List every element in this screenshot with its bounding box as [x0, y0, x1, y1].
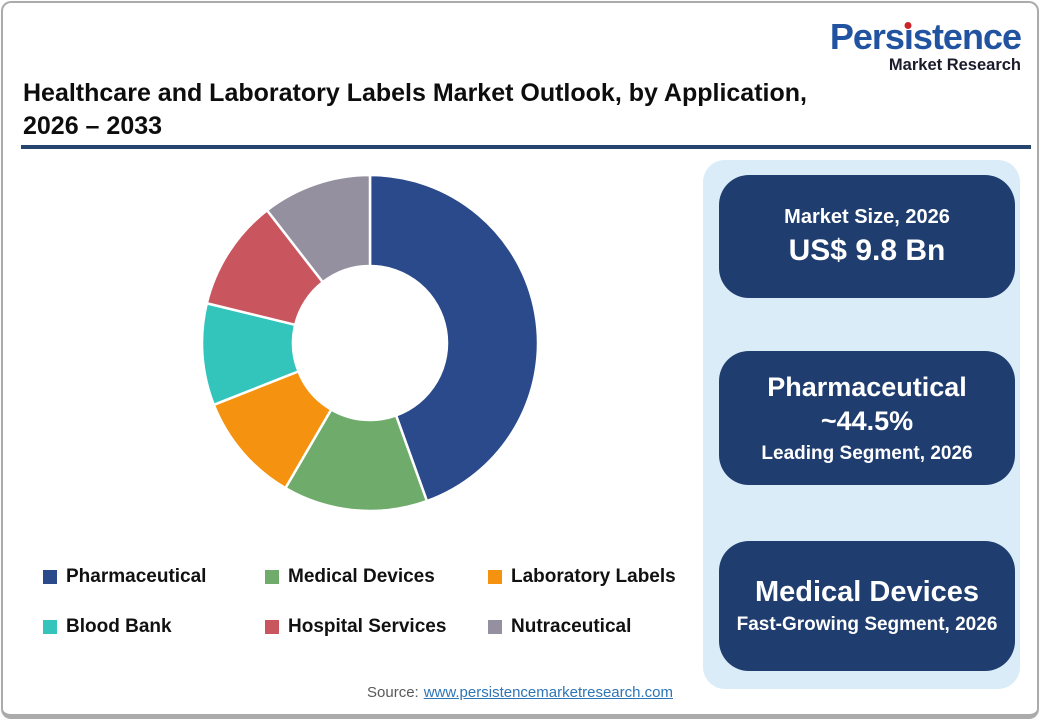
legend-label: Laboratory Labels — [511, 566, 676, 587]
legend-label: Nutraceutical — [511, 616, 632, 637]
legend-swatch-icon — [488, 620, 502, 634]
legend-item-medical-devices: Medical Devices — [265, 564, 488, 590]
legend-swatch-icon — [43, 620, 57, 634]
page-title-line1: Healthcare and Laboratory Labels Market … — [23, 79, 807, 107]
donut-chart — [198, 171, 542, 515]
donut-chart-svg — [200, 173, 540, 513]
market-size-label: Market Size, 2026 — [784, 205, 950, 228]
market-size-value: US$ 9.8 Bn — [788, 233, 946, 267]
fast-growing-caption: Fast-Growing Segment, 2026 — [736, 614, 998, 636]
highlight-panel: Market Size, 2026 US$ 9.8 Bn Pharmaceuti… — [703, 160, 1020, 689]
source-label: Source: — [367, 684, 419, 701]
chart-legend: Pharmaceutical Medical Devices Laboratory … — [43, 564, 676, 640]
legend-item-pharmaceutical: Pharmaceutical — [43, 564, 265, 590]
legend-label: Pharmaceutical — [66, 566, 207, 587]
legend-label: Hospital Services — [288, 616, 447, 637]
legend-swatch-icon — [43, 570, 57, 584]
page-title-line2: 2026 – 2033 — [23, 112, 163, 141]
legend-swatch-icon — [265, 620, 279, 634]
legend-item-blood-bank: Blood Bank — [43, 614, 265, 640]
fast-growing-card: Medical Devices Fast-Growing Segment, 20… — [719, 541, 1015, 671]
donut-segment-nutraceutical — [265, 173, 372, 284]
legend-item-hospital-services: Hospital Services — [265, 614, 488, 640]
logo-red-dot-icon — [904, 22, 912, 29]
page-title: Healthcare and Laboratory Labels Market … — [23, 77, 923, 144]
legend-swatch-icon — [265, 570, 279, 584]
logo: Persı stence Market Research — [829, 16, 1022, 74]
fast-growing-name: Medical Devices — [754, 575, 980, 608]
leading-segment-share: ~44.5% — [820, 405, 914, 436]
legend-item-nutraceutical: Nutraceutical — [488, 614, 676, 640]
logo-brand: Persı stence — [829, 16, 1022, 57]
legend-item-laboratory-labels: Laboratory Labels — [488, 564, 676, 590]
market-size-card: Market Size, 2026 US$ 9.8 Bn — [719, 175, 1015, 298]
leading-segment-caption: Leading Segment, 2026 — [761, 443, 973, 465]
title-underline — [21, 145, 1031, 149]
legend-label: Medical Devices — [288, 566, 435, 587]
logo-tagline: Market Research — [888, 56, 1021, 74]
legend-label: Blood Bank — [66, 616, 172, 637]
source-link[interactable]: www.persistencemarketresearch.com — [423, 684, 673, 701]
leading-segment-name: Pharmaceutical — [767, 371, 967, 402]
leading-segment-card: Pharmaceutical ~44.5% Leading Segment, 2… — [719, 351, 1015, 485]
donut-segment-pharmaceutical — [368, 173, 540, 503]
legend-swatch-icon — [488, 570, 502, 584]
source-line: Source: www.persistencemarketresearch.com — [3, 684, 1037, 701]
